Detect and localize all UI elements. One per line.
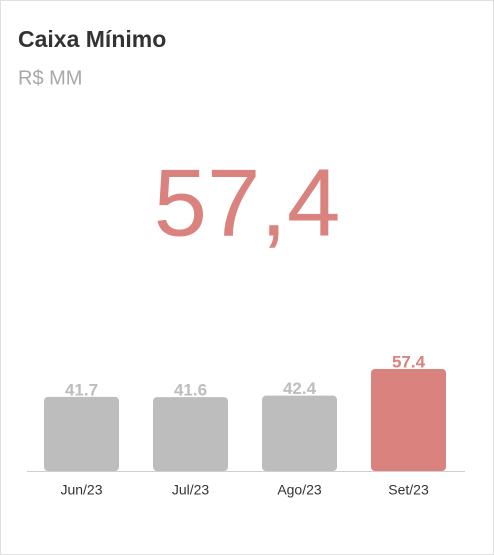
data-label: 57.4	[392, 352, 426, 371]
x-tick-label: Jul/23	[172, 482, 210, 498]
x-tick-label: Ago/23	[277, 482, 322, 498]
bar	[262, 395, 337, 471]
data-label: 41.7	[65, 380, 98, 399]
data-label: 42.4	[283, 379, 317, 398]
card-subtitle: R$ MM	[18, 67, 82, 89]
x-tick-label: Jun/23	[60, 482, 102, 498]
bar	[371, 369, 446, 471]
kpi-value: 57,4	[154, 149, 341, 256]
data-label: 41.6	[174, 381, 207, 400]
bar	[153, 397, 228, 471]
bar	[44, 396, 119, 471]
card-title: Caixa Mínimo	[18, 26, 166, 52]
x-tick-label: Set/23	[388, 482, 429, 498]
